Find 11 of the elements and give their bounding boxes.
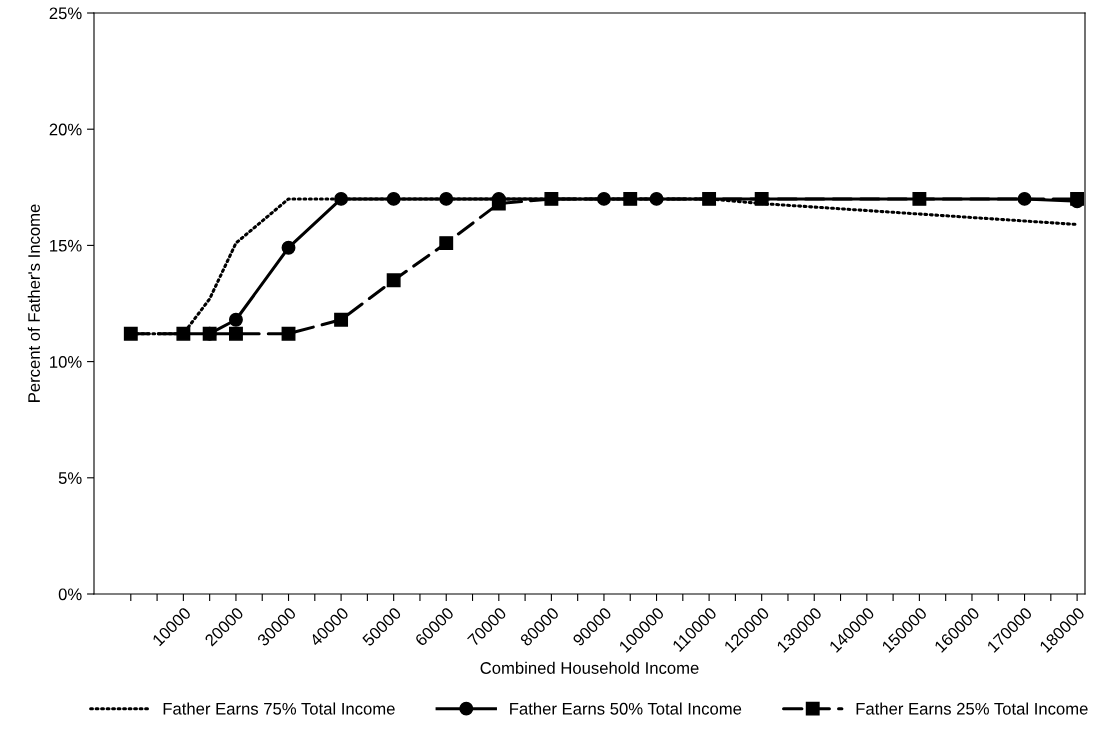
- y-tick-label: 10%: [50, 356, 82, 368]
- y-tick-label: 15%: [50, 239, 82, 252]
- legend-label: Father Earns 50% Total Income: [510, 702, 742, 715]
- y-axis-title: Percent of Father's Income: [27, 204, 40, 402]
- y-tick-label: 5%: [58, 472, 82, 484]
- y-tick-label: 25%: [49, 7, 82, 20]
- x-axis-title: Combined Household Income: [480, 661, 699, 674]
- legend-label: Father Earns 25% Total Income: [856, 702, 1088, 715]
- y-tick-label: 20%: [49, 123, 82, 136]
- y-tick-label: 0%: [58, 588, 82, 601]
- legend-label: Father Earns 75% Total Income: [163, 702, 395, 715]
